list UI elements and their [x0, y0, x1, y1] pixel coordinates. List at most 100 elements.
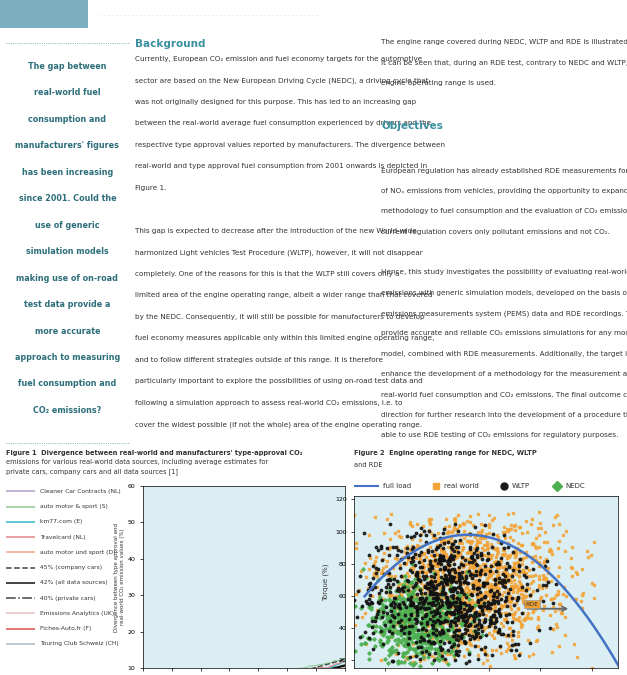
Point: [421, 626, 431, 637]
Point: [400, 599, 410, 610]
Point: [492, 529, 502, 540]
Point: [505, 600, 515, 611]
Point: [401, 602, 411, 613]
Point: [426, 607, 436, 618]
Text: model, combined with RDE measurements. Additionally, the target is to further: model, combined with RDE measurements. A…: [381, 351, 627, 357]
Point: [498, 526, 508, 537]
Point: [421, 583, 431, 593]
Point: [467, 617, 477, 628]
Point: [477, 607, 487, 618]
Point: [404, 590, 414, 601]
Point: [451, 572, 461, 583]
Point: [430, 569, 440, 580]
Point: [587, 662, 597, 673]
Point: [386, 615, 396, 626]
Point: [519, 570, 529, 580]
Point: [511, 613, 521, 624]
Point: [435, 549, 445, 560]
Point: [385, 574, 395, 585]
Point: [473, 537, 483, 547]
Point: [370, 641, 380, 651]
Point: [398, 597, 408, 608]
Point: [417, 560, 427, 571]
Point: [529, 599, 539, 610]
Point: [457, 559, 467, 570]
Point: [429, 529, 440, 540]
Point: [419, 574, 429, 585]
Point: [466, 603, 476, 614]
Point: [441, 570, 451, 581]
Point: [452, 569, 462, 580]
Point: [431, 589, 441, 600]
Point: [470, 562, 480, 572]
Point: [450, 610, 460, 620]
Point: [453, 625, 463, 636]
Point: [441, 594, 451, 605]
Point: [462, 606, 472, 617]
Point: [427, 637, 437, 648]
Point: [503, 538, 514, 549]
Point: [432, 607, 442, 618]
Point: [434, 606, 444, 617]
Point: [445, 610, 455, 620]
Point: [373, 605, 383, 616]
Point: [486, 618, 496, 629]
Point: [504, 551, 514, 562]
Point: [445, 649, 455, 659]
Point: [367, 584, 377, 595]
Point: [421, 630, 431, 641]
Point: [434, 554, 444, 564]
Point: [447, 646, 457, 657]
Point: [448, 643, 458, 653]
Point: [530, 603, 540, 614]
Point: [488, 568, 498, 578]
Point: [423, 615, 433, 626]
Point: [410, 573, 420, 584]
Point: [536, 591, 546, 602]
Point: [356, 566, 366, 576]
Point: [435, 639, 445, 650]
Point: [478, 578, 488, 589]
Point: [487, 580, 497, 591]
Point: [404, 518, 414, 529]
Point: [458, 533, 468, 543]
Point: [414, 554, 424, 565]
Point: [423, 601, 433, 612]
Point: [513, 603, 523, 614]
Point: [453, 605, 463, 616]
Point: [462, 625, 472, 636]
Point: [422, 602, 432, 613]
Point: [389, 606, 399, 617]
Point: [467, 562, 477, 572]
Point: [456, 614, 466, 625]
Point: [426, 629, 436, 640]
Point: [473, 623, 483, 634]
Point: [423, 566, 433, 577]
Text: following a simulation approach to assess real-world CO₂ emissions, i.e. to: following a simulation approach to asses…: [135, 400, 402, 406]
Point: [427, 600, 437, 611]
Point: [415, 562, 425, 572]
Point: [425, 589, 435, 599]
Point: [438, 552, 448, 563]
Point: [541, 573, 551, 584]
Point: [463, 578, 473, 589]
Point: [418, 633, 428, 644]
Text: engine operating range is used.: engine operating range is used.: [381, 80, 496, 86]
Point: [415, 599, 425, 610]
Point: [387, 621, 398, 632]
Point: [516, 579, 526, 590]
Point: [490, 592, 500, 603]
Point: [421, 647, 431, 657]
Text: respective type approval values reported by manufacturers. The divergence betwee: respective type approval values reported…: [135, 142, 445, 148]
Point: [448, 630, 458, 641]
Point: [382, 610, 392, 621]
Point: [475, 632, 485, 643]
Point: [432, 594, 442, 605]
Point: [502, 570, 512, 581]
Point: [483, 566, 493, 576]
Point: [377, 612, 387, 622]
Point: [497, 550, 507, 561]
Point: [514, 612, 524, 622]
Text: able to use RDE testing of CO₂ emissions for regulatory purposes.: able to use RDE testing of CO₂ emissions…: [381, 433, 619, 438]
Point: [407, 617, 417, 628]
